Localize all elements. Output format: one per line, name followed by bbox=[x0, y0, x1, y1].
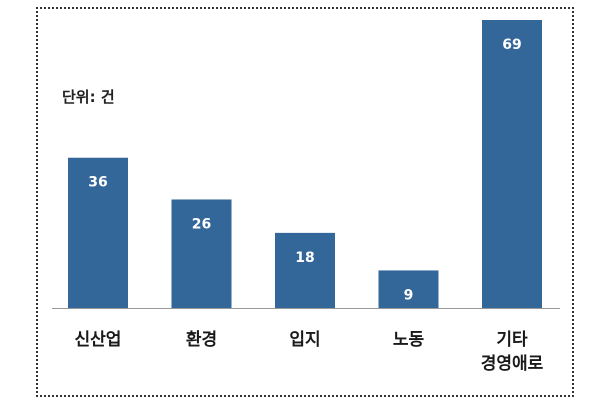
value-label-3: 9 bbox=[404, 287, 414, 303]
value-label-0: 36 bbox=[88, 175, 107, 191]
unit-label: 단위: 건 bbox=[62, 88, 115, 106]
category-label-4-line-1: 경영애로 bbox=[481, 354, 544, 374]
category-label-1: 환경 bbox=[186, 330, 217, 350]
bar-4 bbox=[482, 20, 542, 308]
chart-frame bbox=[36, 7, 574, 397]
value-label-1: 26 bbox=[192, 216, 211, 232]
bar-1 bbox=[171, 199, 232, 308]
bars-group bbox=[68, 20, 542, 308]
value-label-4: 69 bbox=[502, 37, 521, 53]
bar-3 bbox=[378, 270, 439, 308]
category-label-4-line-0: 기타 bbox=[496, 330, 528, 350]
bar-2 bbox=[275, 232, 335, 308]
category-label-2: 입지 bbox=[289, 330, 320, 350]
category-label-0: 신산업 bbox=[75, 330, 122, 350]
bar-0 bbox=[68, 157, 128, 308]
category-label-3: 노동 bbox=[393, 330, 425, 350]
value-label-2: 18 bbox=[295, 250, 314, 266]
